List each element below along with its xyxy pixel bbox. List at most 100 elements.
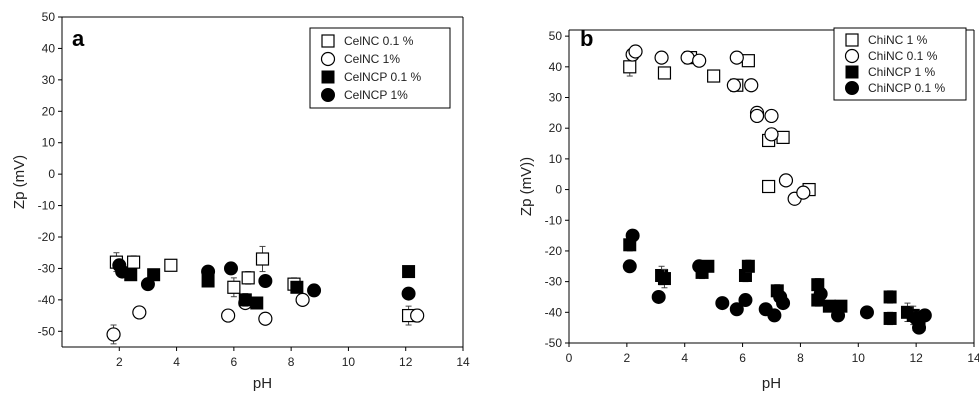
- legend-label: CelNCP 0.1 %: [344, 70, 421, 84]
- y-tick-label: 30: [42, 73, 56, 87]
- data-point: [258, 274, 273, 288]
- panel-letter: b: [580, 26, 593, 51]
- data-point: [729, 50, 744, 65]
- data-point: [859, 305, 874, 320]
- data-point: [140, 277, 155, 292]
- data-point: [831, 308, 846, 323]
- y-tick-label: 0: [48, 167, 55, 181]
- data-point: [764, 127, 779, 142]
- series-3: [112, 258, 416, 301]
- data-point: [744, 78, 759, 93]
- y-tick-label: -50: [38, 324, 56, 338]
- data-point: [651, 289, 666, 304]
- data-point: [729, 302, 744, 317]
- data-point: [715, 296, 730, 311]
- legend-marker: [320, 51, 336, 67]
- data-point: [726, 78, 741, 93]
- data-point: [764, 108, 779, 124]
- y-tick-label: -20: [38, 230, 56, 244]
- data-point: [164, 258, 178, 272]
- y-tick-label: -50: [545, 336, 563, 350]
- data-point: [132, 305, 147, 320]
- data-point: [623, 60, 637, 74]
- data-point: [692, 53, 707, 68]
- data-point: [307, 283, 322, 298]
- data-point: [767, 308, 782, 323]
- y-tick-label: 20: [42, 104, 56, 118]
- data-point: [776, 296, 791, 311]
- y-tick-label: 10: [42, 136, 56, 150]
- data-point: [776, 130, 790, 145]
- data-point: [749, 108, 765, 124]
- legend-label: ChiNC 0.1 %: [868, 49, 938, 63]
- x-tick-label: 6: [231, 355, 238, 369]
- x-tick-label: 0: [566, 351, 573, 365]
- chart-panel-b: -50 -40 -30 -20 -10 0 10 20 30 40 50 0 2 4 6 8 10 12 14 pH Z…: [518, 26, 979, 392]
- y-tick-label: 20: [549, 121, 563, 135]
- y-tick-label: 50: [42, 10, 56, 24]
- data-point: [883, 290, 897, 304]
- y-axis-title: Zp (mV): [11, 155, 28, 209]
- x-tick-label: 2: [116, 355, 123, 369]
- series-2: [124, 265, 416, 310]
- legend-marker: [844, 48, 860, 64]
- data-point: [680, 50, 695, 65]
- y-tick-label: 50: [549, 29, 563, 43]
- x-tick-label: 2: [624, 351, 631, 365]
- data-point: [223, 261, 238, 276]
- series-3: [622, 228, 932, 335]
- legend-marker: [845, 65, 859, 79]
- data-point: [106, 327, 121, 342]
- y-tick-label: 30: [549, 91, 563, 105]
- data-point: [255, 252, 270, 266]
- data-point: [410, 308, 425, 323]
- data-point: [654, 50, 669, 65]
- data-point: [628, 44, 643, 59]
- data-point: [625, 228, 640, 243]
- data-point: [258, 311, 273, 326]
- data-point: [813, 286, 828, 301]
- data-point: [796, 185, 811, 200]
- series-1: [625, 44, 811, 206]
- data-point: [912, 320, 927, 335]
- data-point: [657, 272, 671, 286]
- x-tick-label: 12: [399, 355, 413, 369]
- legend-label: CelNC 1%: [344, 52, 400, 66]
- y-tick-label: 40: [42, 41, 56, 55]
- legend-label: ChiNC 1 %: [868, 33, 928, 47]
- data-point: [657, 66, 672, 80]
- x-tick-label: 10: [852, 351, 866, 365]
- data-point: [241, 271, 255, 285]
- y-tick-label: -30: [38, 261, 56, 275]
- x-axis-title: pH: [253, 375, 272, 392]
- y-tick-label: -40: [38, 293, 56, 307]
- x-tick-label: 8: [797, 351, 804, 365]
- x-tick-label: 14: [967, 351, 979, 365]
- legend-label: ChiNCP 1 %: [868, 65, 935, 79]
- y-axis-title: Zp (mV)): [518, 157, 535, 216]
- x-tick-label: 14: [456, 355, 470, 369]
- y-tick-label: 0: [555, 183, 562, 197]
- data-point: [741, 259, 755, 273]
- y-tick-label: -40: [545, 305, 563, 319]
- legend-marker: [321, 88, 335, 102]
- x-tick-label: 6: [739, 351, 746, 365]
- data-point: [741, 54, 755, 68]
- data-point: [221, 308, 236, 323]
- data-point: [238, 293, 252, 307]
- legend-label: CelNC 0.1 %: [344, 34, 414, 48]
- data-point: [402, 265, 416, 279]
- y-tick-label: 40: [549, 60, 563, 74]
- data-point: [115, 264, 130, 279]
- chart-panel-a: -50 -40 -30 -20 -10 0 10 20 30 40 50 2 4 6 8 10 12 14 pH Zp…: [11, 10, 470, 392]
- data-point: [201, 264, 216, 279]
- x-axis-title: pH: [762, 375, 781, 392]
- legend-marker: [321, 34, 335, 48]
- data-point: [762, 179, 776, 194]
- data-point: [738, 293, 753, 308]
- y-tick-label: -10: [38, 199, 56, 213]
- data-point: [290, 280, 304, 294]
- data-point: [707, 69, 721, 83]
- legend-label: CelNCP 1%: [344, 88, 408, 102]
